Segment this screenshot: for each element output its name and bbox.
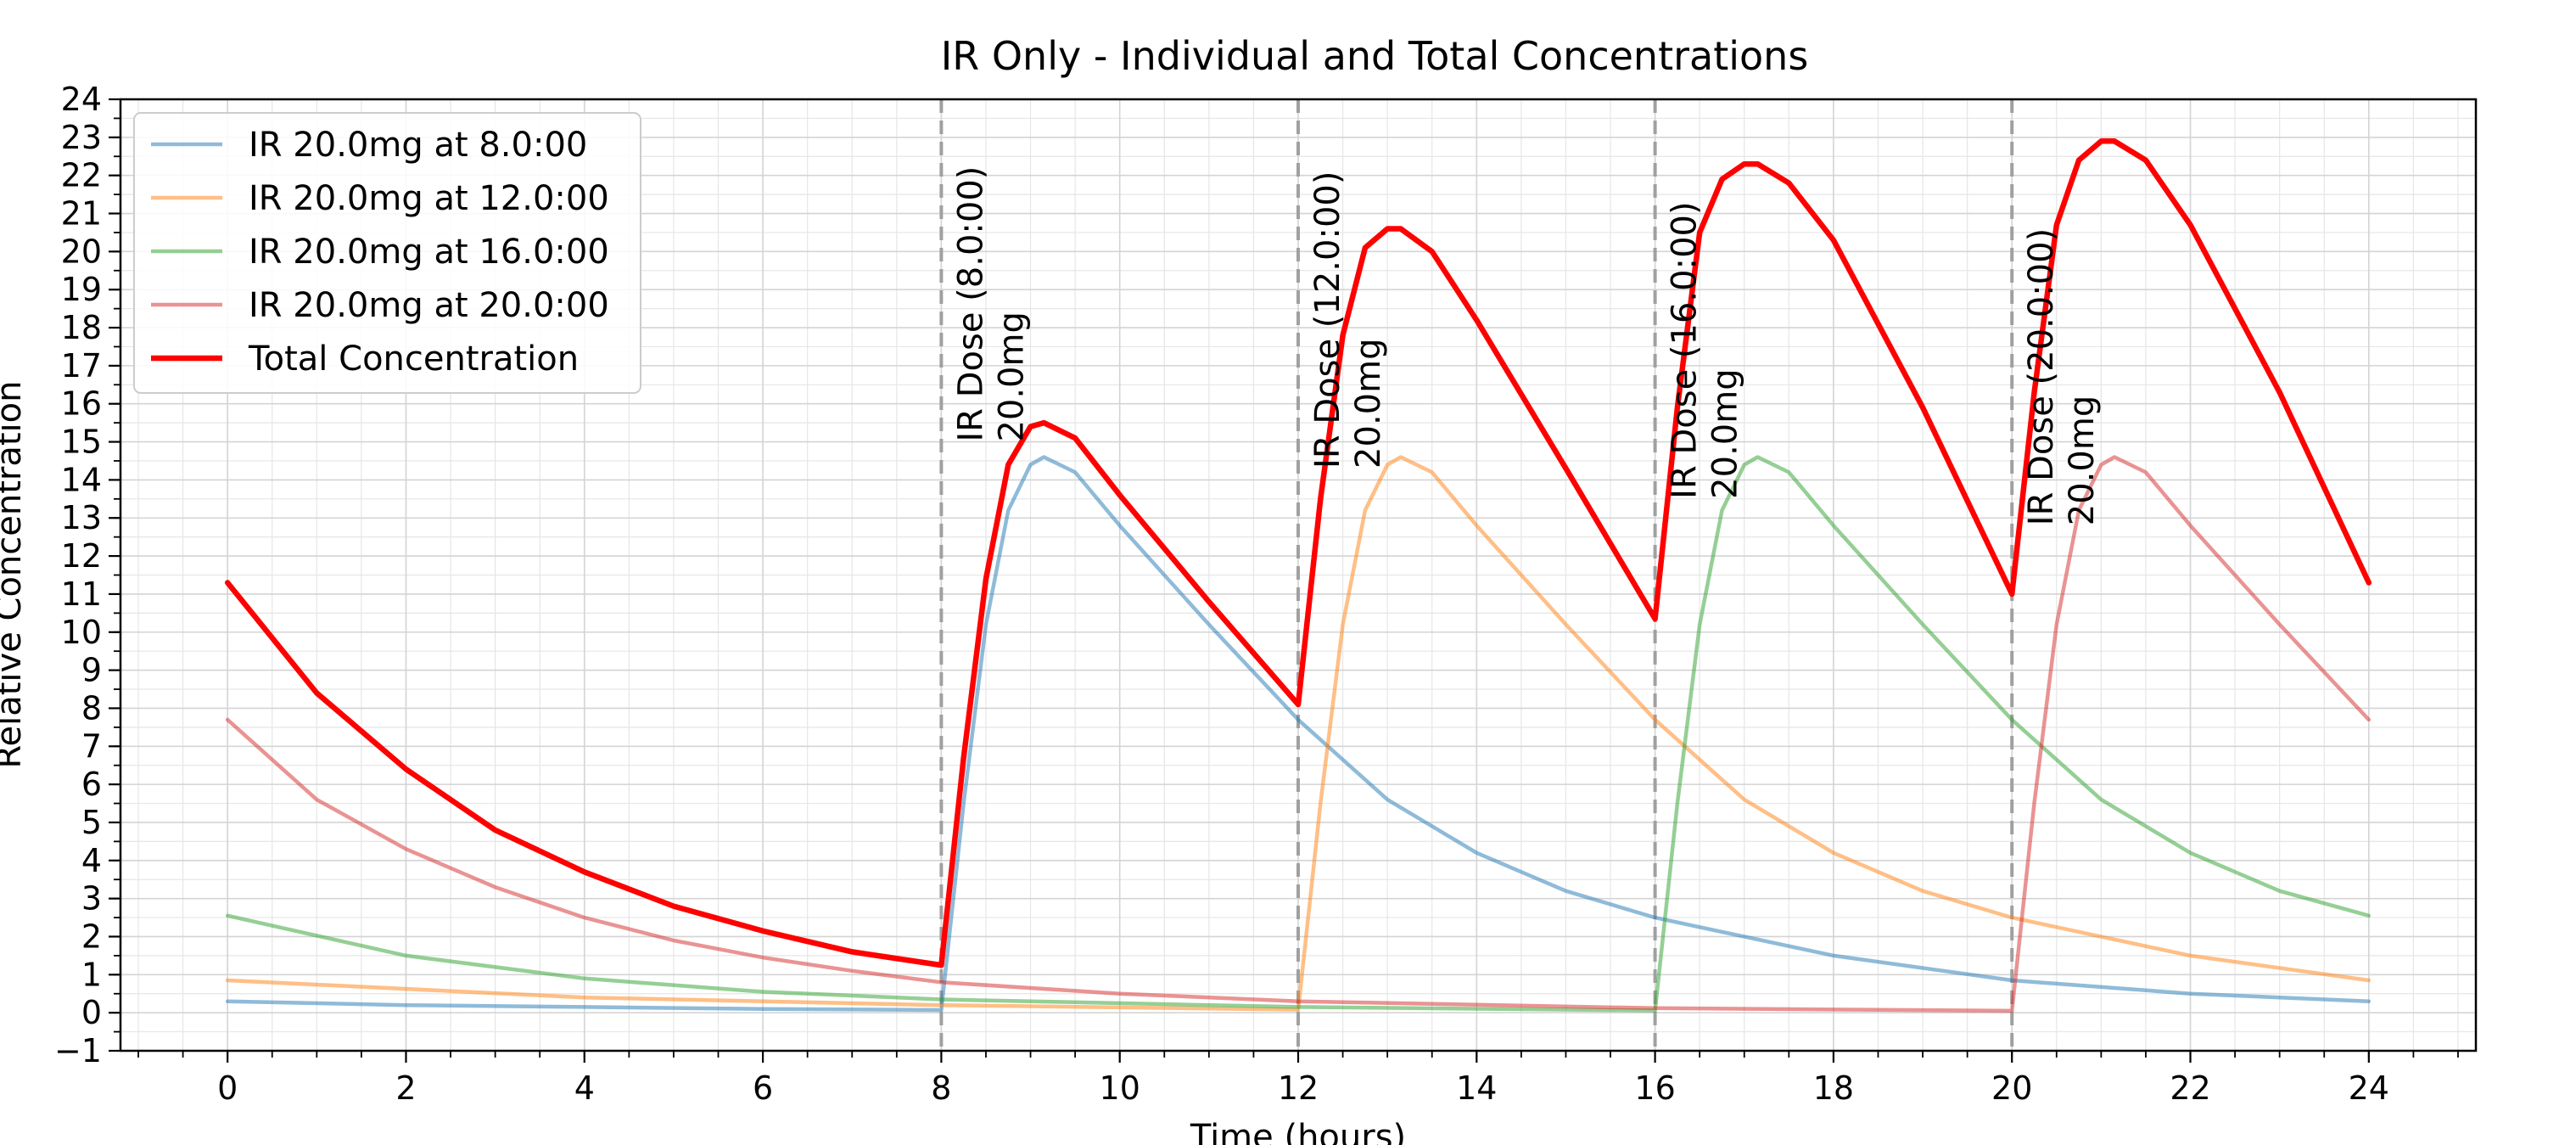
legend-label: IR 20.0mg at 16.0:00 — [249, 233, 609, 272]
y-tick-label: 1 — [81, 956, 102, 993]
x-tick-label: 16 — [1634, 1069, 1675, 1107]
legend-label: IR 20.0mg at 8.0:00 — [249, 126, 587, 165]
x-tick-label: 0 — [217, 1069, 238, 1107]
series-line-3 — [225, 455, 2372, 1013]
dose-annotation-label: IR Dose (12.0:00) — [1308, 171, 1347, 469]
series-line-4 — [224, 138, 2372, 968]
dose-annotation-label: IR Dose (16.0:00) — [1666, 201, 1705, 498]
y-tick-label: 8 — [81, 689, 102, 727]
x-tick-label: 10 — [1100, 1069, 1140, 1107]
x-tick-label: 22 — [2170, 1069, 2210, 1107]
legend-label: Total Concentration — [248, 340, 579, 379]
y-tick-label: 7 — [81, 727, 102, 765]
y-tick-label: 0 — [81, 994, 102, 1031]
legend-box — [133, 112, 641, 394]
x-tick-label: 2 — [395, 1069, 416, 1107]
y-tick-label: 23 — [61, 119, 102, 156]
y-tick-label: 10 — [61, 614, 102, 651]
dose-annotation-amount: 20.0mg — [992, 312, 1031, 441]
x-tick-label: 6 — [753, 1069, 773, 1107]
x-tick-label: 18 — [1813, 1069, 1854, 1107]
y-tick-label: 5 — [81, 804, 102, 841]
dose-annotation-amount: 20.0mg — [1706, 368, 1745, 498]
dose-annotation-label: IR Dose (20.0:00) — [2022, 228, 2061, 525]
series-line-0 — [225, 455, 2372, 1013]
x-tick-label: 4 — [574, 1069, 595, 1107]
y-tick-label: 16 — [61, 385, 102, 423]
legend: IR 20.0mg at 8.0:00 IR 20.0mg at 12.0:00 I… — [133, 112, 641, 394]
y-tick-label: 3 — [81, 880, 102, 918]
x-axis-label: Time (hours) — [1190, 1118, 1406, 1145]
y-tick-label: 20 — [61, 233, 102, 270]
x-tick-label: 24 — [2349, 1069, 2389, 1107]
legend-label: IR 20.0mg at 20.0:00 — [249, 286, 609, 325]
legend-label: IR 20.0mg at 12.0:00 — [249, 179, 609, 218]
y-tick-label: 14 — [61, 461, 102, 498]
x-tick-label: 14 — [1456, 1069, 1497, 1107]
y-tick-label: 24 — [61, 81, 102, 118]
x-tick-label: 8 — [931, 1069, 951, 1107]
series-line-2 — [225, 455, 2372, 1013]
y-axis: −101234567891011121314151617181920212223… — [54, 81, 120, 1069]
dose-annotation-amount: 20.0mg — [1349, 339, 1388, 469]
y-tick-label: −1 — [54, 1032, 102, 1069]
x-axis: 0 2 4 6 8 10 12 14 16 18 20 22 24 — [137, 1051, 2459, 1107]
y-tick-label: 19 — [61, 271, 102, 308]
x-tick-label: 20 — [1991, 1069, 2032, 1107]
y-tick-label: 11 — [61, 575, 102, 613]
dose-annotation-label: IR Dose (8.0:00) — [951, 166, 990, 442]
y-tick-label: 15 — [61, 424, 102, 461]
series-line-1 — [225, 455, 2372, 1012]
y-tick-label: 13 — [61, 499, 102, 536]
y-tick-label: 22 — [61, 157, 102, 194]
y-tick-label: 18 — [61, 309, 102, 346]
y-tick-label: 21 — [61, 195, 102, 233]
y-tick-label: 2 — [81, 918, 102, 955]
dose-annotation-amount: 20.0mg — [2063, 396, 2102, 525]
y-tick-label: 9 — [81, 652, 102, 689]
y-axis-label: Relative Concentration — [0, 381, 29, 769]
y-tick-label: 12 — [61, 537, 102, 575]
series-layer — [224, 138, 2372, 1013]
chart-title: IR Only - Individual and Total Concentra… — [941, 33, 1809, 79]
annotation-layer: IR Dose (8.0:00) 20.0mg IR Dose (12.0:00) 2… — [951, 166, 2102, 526]
x-tick-label: 12 — [1278, 1069, 1319, 1107]
y-tick-label: 17 — [61, 347, 102, 384]
y-tick-label: 4 — [81, 842, 102, 879]
y-tick-label: 6 — [81, 766, 102, 803]
